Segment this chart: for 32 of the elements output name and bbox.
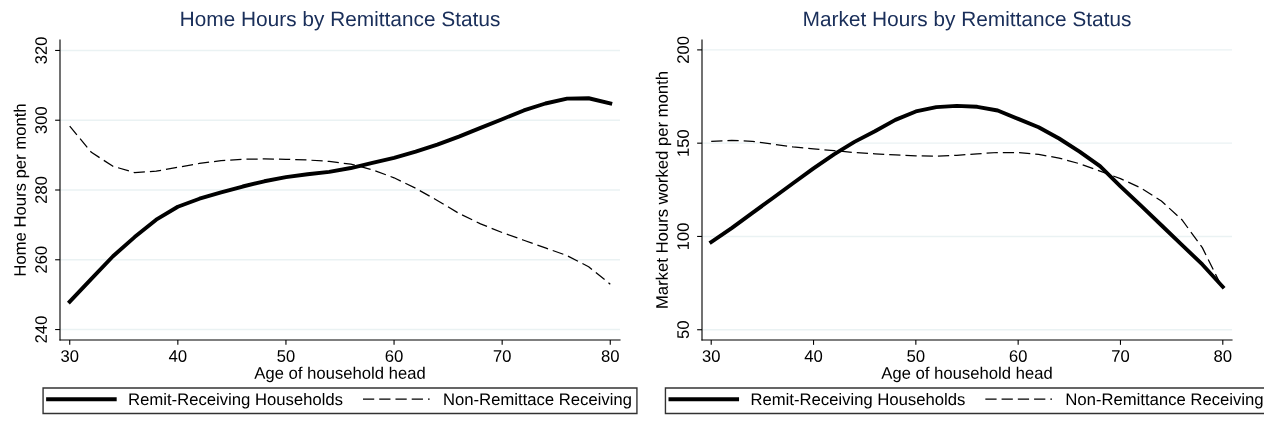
x-tick-label: 80 [601, 350, 619, 362]
chart-title: Market Hours by Remittance Status [804, 11, 1131, 31]
x-tick-label: 60 [385, 350, 403, 362]
line-series [67, 96, 613, 304]
y-tick-label: 240 [35, 316, 47, 343]
x-tick-label: 60 [1009, 350, 1027, 362]
y-tick-label: 260 [35, 246, 47, 273]
x-tick-label: 50 [277, 350, 295, 362]
y-tick-label: 50 [677, 321, 689, 339]
x-tick-label: 40 [168, 350, 187, 362]
x-tick-label: 30 [702, 350, 720, 362]
y-tick-label: 150 [677, 129, 689, 156]
x-tick-label: 80 [1214, 350, 1232, 362]
legend-label: Non-Remittace Receiving [444, 393, 631, 409]
y-axis-title: Market Hours worked per month [655, 72, 672, 308]
legend-label: Remit-Receiving Households [751, 393, 965, 409]
y-tick-label: 100 [677, 223, 689, 250]
x-tick-label: 50 [907, 350, 925, 362]
y-tick-label: 280 [35, 176, 47, 204]
x-axis-title: Age of household head [881, 366, 1052, 383]
x-axis-title: Age of household head [254, 366, 425, 383]
x-tick-label: 70 [493, 350, 511, 362]
legend-label: Non-Remittance Receiving [1066, 393, 1263, 409]
y-tick-label: 300 [35, 106, 47, 134]
y-axis-title: Home Hours per month [13, 104, 30, 276]
x-tick-label: 70 [1112, 350, 1130, 362]
y-tick-label: 320 [35, 37, 47, 64]
x-tick-label: 40 [804, 350, 823, 362]
chart-title: Home Hours by Remittance Status [181, 11, 500, 31]
x-tick-label: 30 [61, 350, 79, 362]
legend-label: Remit-Receiving Households [129, 393, 343, 409]
y-tick-label: 200 [677, 36, 689, 63]
